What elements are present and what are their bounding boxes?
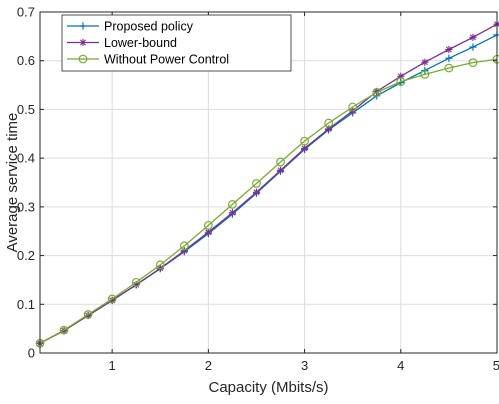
x-tick-labels: 1 2 3 4 5 <box>109 358 499 373</box>
data-point-marker <box>300 136 309 146</box>
series-without-power-control <box>35 54 499 348</box>
x-tick-label: 5 <box>493 358 499 373</box>
y-tick-label: 0.6 <box>17 53 35 68</box>
data-point-marker <box>421 58 429 66</box>
data-point-marker <box>444 63 454 73</box>
data-point-marker <box>300 144 309 152</box>
x-tick-label: 3 <box>301 358 308 373</box>
data-point-marker <box>468 58 478 68</box>
data-point-marker <box>445 54 453 62</box>
y-axis-label: Average service time <box>4 113 21 253</box>
data-point-marker <box>228 200 237 209</box>
y-tick-label: 0 <box>28 346 35 361</box>
y-tick-label: 0.3 <box>17 199 35 214</box>
data-point-marker <box>324 118 334 128</box>
data-point-marker <box>204 228 212 236</box>
data-point-marker <box>252 179 261 188</box>
data-point-marker <box>179 241 189 251</box>
data-point-marker <box>372 87 382 97</box>
data-point-marker <box>203 220 213 230</box>
data-point-marker <box>107 294 117 304</box>
data-point-marker <box>79 38 87 47</box>
legend-entry: Proposed policy <box>67 20 194 34</box>
data-point-marker <box>469 33 477 41</box>
x-tick-label: 2 <box>205 358 212 373</box>
data-point-marker <box>469 43 477 51</box>
plot-frame <box>39 11 498 354</box>
legend-label: Proposed policy <box>104 20 194 34</box>
legend: Proposed policy Lower-bound Without Power … <box>61 14 292 72</box>
data-point-marker <box>276 166 285 174</box>
legend-entry: Lower-bound <box>67 36 177 50</box>
data-point-marker <box>83 310 93 319</box>
data-point-marker <box>420 69 430 79</box>
y-tick-label: 0.5 <box>17 102 35 117</box>
y-tick-label: 0.2 <box>17 248 35 263</box>
x-axis-label: Capacity (Mbits/s) <box>208 379 328 396</box>
y-tick-labels: 0 0.1 0.2 0.3 0.4 0.5 0.6 0.7 <box>17 5 35 361</box>
legend-box <box>61 14 292 72</box>
data-point-marker <box>252 188 261 196</box>
data-point-marker <box>348 102 358 112</box>
legend-label: Lower-bound <box>104 36 177 50</box>
data-point-marker <box>397 72 405 80</box>
data-point-marker <box>445 45 453 54</box>
legend-label: Without Power Control <box>104 53 229 67</box>
legend-entries: Proposed policy Lower-bound Without Power … <box>67 20 229 67</box>
x-tick-label: 1 <box>109 358 116 373</box>
y-tick-label: 0.7 <box>17 5 35 20</box>
data-point-marker <box>228 209 237 217</box>
y-tick-label: 0.1 <box>17 297 35 312</box>
data-point-marker <box>155 260 165 270</box>
data-point-marker <box>396 77 406 87</box>
y-tick-label: 0.4 <box>17 151 35 166</box>
x-tick-label: 4 <box>397 358 404 373</box>
data-point-marker <box>78 54 88 64</box>
axis-ticks <box>40 11 498 354</box>
data-point-marker <box>131 277 141 287</box>
grid-lines <box>40 11 498 354</box>
series-layer <box>35 20 499 348</box>
legend-entry: Without Power Control <box>67 53 229 67</box>
data-point-marker <box>79 22 87 30</box>
data-point-marker <box>325 125 333 133</box>
data-point-marker <box>276 157 285 167</box>
data-point-marker <box>59 325 69 335</box>
